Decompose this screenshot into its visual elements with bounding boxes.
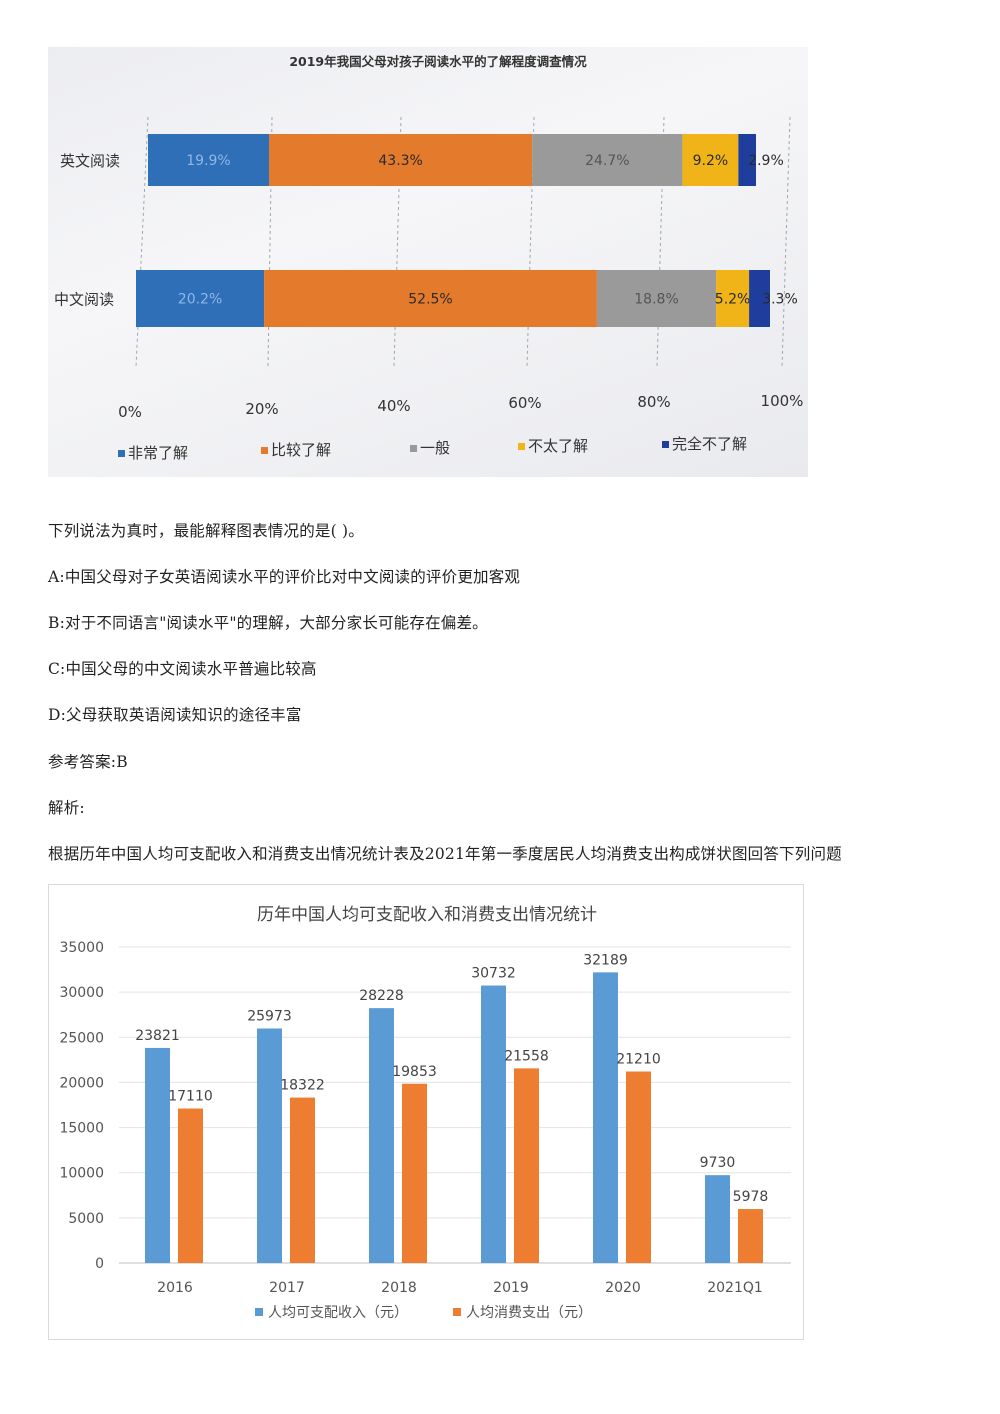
legend-label: 完全不了解 — [672, 435, 747, 453]
bar — [514, 1068, 539, 1263]
data-label: 28228 — [359, 988, 404, 1004]
bar-segment — [596, 270, 717, 327]
legend-label: 一般 — [420, 439, 450, 457]
legend-swatch — [518, 443, 525, 450]
bar-segment — [682, 134, 739, 186]
bar-segment — [738, 134, 756, 186]
bar — [593, 972, 618, 1263]
data-label: 52.5% — [408, 292, 452, 308]
bar-segment — [136, 270, 265, 327]
legend-label: 非常了解 — [128, 444, 188, 462]
legend-swatch — [453, 1308, 461, 1316]
data-label: 3.3% — [762, 292, 798, 308]
y-tick-label: 35000 — [59, 940, 104, 956]
legend-label: 比较了解 — [271, 441, 331, 459]
data-label: 20.2% — [178, 292, 222, 308]
x-tick-label: 2020 — [605, 1280, 641, 1296]
data-label: 32189 — [583, 952, 628, 968]
data-label: 24.7% — [585, 153, 629, 169]
x-tick-label: 2016 — [157, 1280, 193, 1296]
bar — [290, 1097, 315, 1263]
data-label: 21558 — [504, 1048, 549, 1064]
data-label: 23821 — [135, 1028, 180, 1044]
data-label: 9730 — [700, 1155, 736, 1171]
data-label: 19853 — [392, 1064, 437, 1080]
data-label: 2.9% — [748, 153, 784, 169]
bar-segment — [264, 270, 597, 327]
y-tick-label: 10000 — [59, 1166, 104, 1182]
option-c: C:中国父母的中文阅读水平普遍比较高 — [48, 660, 317, 678]
chart-title: 历年中国人均可支配收入和消费支出情况统计 — [257, 905, 597, 925]
y-tick-label: 5000 — [68, 1211, 104, 1227]
bar — [402, 1083, 427, 1263]
category-label: 英文阅读 — [60, 152, 120, 170]
legend-swatch — [255, 1308, 263, 1316]
question-stem: 下列说法为真时，最能解释图表情况的是( )。 — [48, 522, 364, 540]
next-question-intro: 根据历年中国人均可支配收入和消费支出情况统计表及2021年第一季度居民人均消费支… — [48, 845, 842, 863]
bar-segment — [268, 134, 533, 186]
option-b: B:对于不同语言"阅读水平"的理解，大部分家长可能存在偏差。 — [48, 614, 488, 632]
legend-swatch — [118, 450, 125, 457]
legend-label: 不太了解 — [528, 437, 588, 455]
data-label: 43.3% — [378, 153, 422, 169]
y-tick-label: 30000 — [59, 985, 104, 1001]
data-label: 18322 — [280, 1078, 325, 1094]
data-label: 19.9% — [186, 153, 230, 169]
x-tick-label: 2021Q1 — [707, 1280, 763, 1296]
data-label: 5978 — [733, 1189, 769, 1205]
x-tick-label: 40% — [377, 397, 410, 415]
bar — [705, 1175, 730, 1263]
bar-segment — [749, 270, 770, 327]
x-tick-label: 2019 — [493, 1280, 529, 1296]
data-label: 30732 — [471, 966, 516, 982]
data-label: 9.2% — [693, 153, 729, 169]
x-tick-label: 80% — [637, 393, 670, 411]
x-tick-label: 2017 — [269, 1280, 305, 1296]
chart-title: 2019年我国父母对孩子阅读水平的了解程度调查情况 — [289, 54, 587, 69]
x-tick-label: 20% — [245, 400, 278, 418]
bar — [257, 1028, 282, 1263]
data-label: 25973 — [247, 1009, 292, 1025]
y-tick-label: 0 — [95, 1256, 104, 1272]
data-label: 5.2% — [715, 292, 751, 308]
reference-answer: 参考答案:B — [48, 753, 128, 771]
x-tick-label: 100% — [761, 392, 804, 410]
y-tick-label: 25000 — [59, 1030, 104, 1046]
data-label: 17110 — [168, 1089, 213, 1105]
x-tick-label: 0% — [118, 403, 142, 421]
legend-swatch — [410, 445, 417, 452]
bar — [738, 1209, 763, 1263]
data-label: 18.8% — [634, 292, 678, 308]
income-expenditure-chart-frame: 历年中国人均可支配收入和消费支出情况统计 35000 30000 25000 20000… — [48, 884, 804, 1340]
option-a: A:中国父母对子女英语阅读水平的评价比对中文阅读的评价更加客观 — [48, 568, 521, 586]
reading-survey-chart-photo: 2019年我国父母对孩子阅读水平的了解程度调查情况英文阅读 19.9% 43.3% 2… — [48, 47, 808, 477]
y-tick-label: 15000 — [59, 1121, 104, 1137]
data-label: 21210 — [616, 1052, 661, 1068]
bar — [369, 1008, 394, 1263]
category-label: 中文阅读 — [54, 291, 114, 309]
bar — [626, 1071, 651, 1263]
legend-swatch — [662, 441, 669, 448]
legend-label: 人均可支配收入（元） — [268, 1305, 408, 1321]
option-d: D:父母获取英语阅读知识的途径丰富 — [48, 706, 302, 724]
gridline — [135, 116, 149, 368]
x-tick-label: 60% — [508, 394, 541, 412]
legend-swatch — [261, 447, 268, 454]
legend-label: 人均消费支出（元） — [466, 1305, 592, 1321]
x-tick-label: 2018 — [381, 1280, 417, 1296]
analysis-label: 解析: — [48, 799, 85, 817]
bar-segment — [532, 134, 683, 186]
bar-segment — [716, 270, 750, 327]
income-expenditure-chart: 历年中国人均可支配收入和消费支出情况统计 35000 30000 25000 20000… — [59, 905, 791, 1321]
y-tick-label: 20000 — [59, 1075, 104, 1091]
bar — [178, 1108, 203, 1263]
bar — [145, 1047, 170, 1263]
bar-segment — [148, 134, 269, 186]
bar — [481, 985, 506, 1263]
